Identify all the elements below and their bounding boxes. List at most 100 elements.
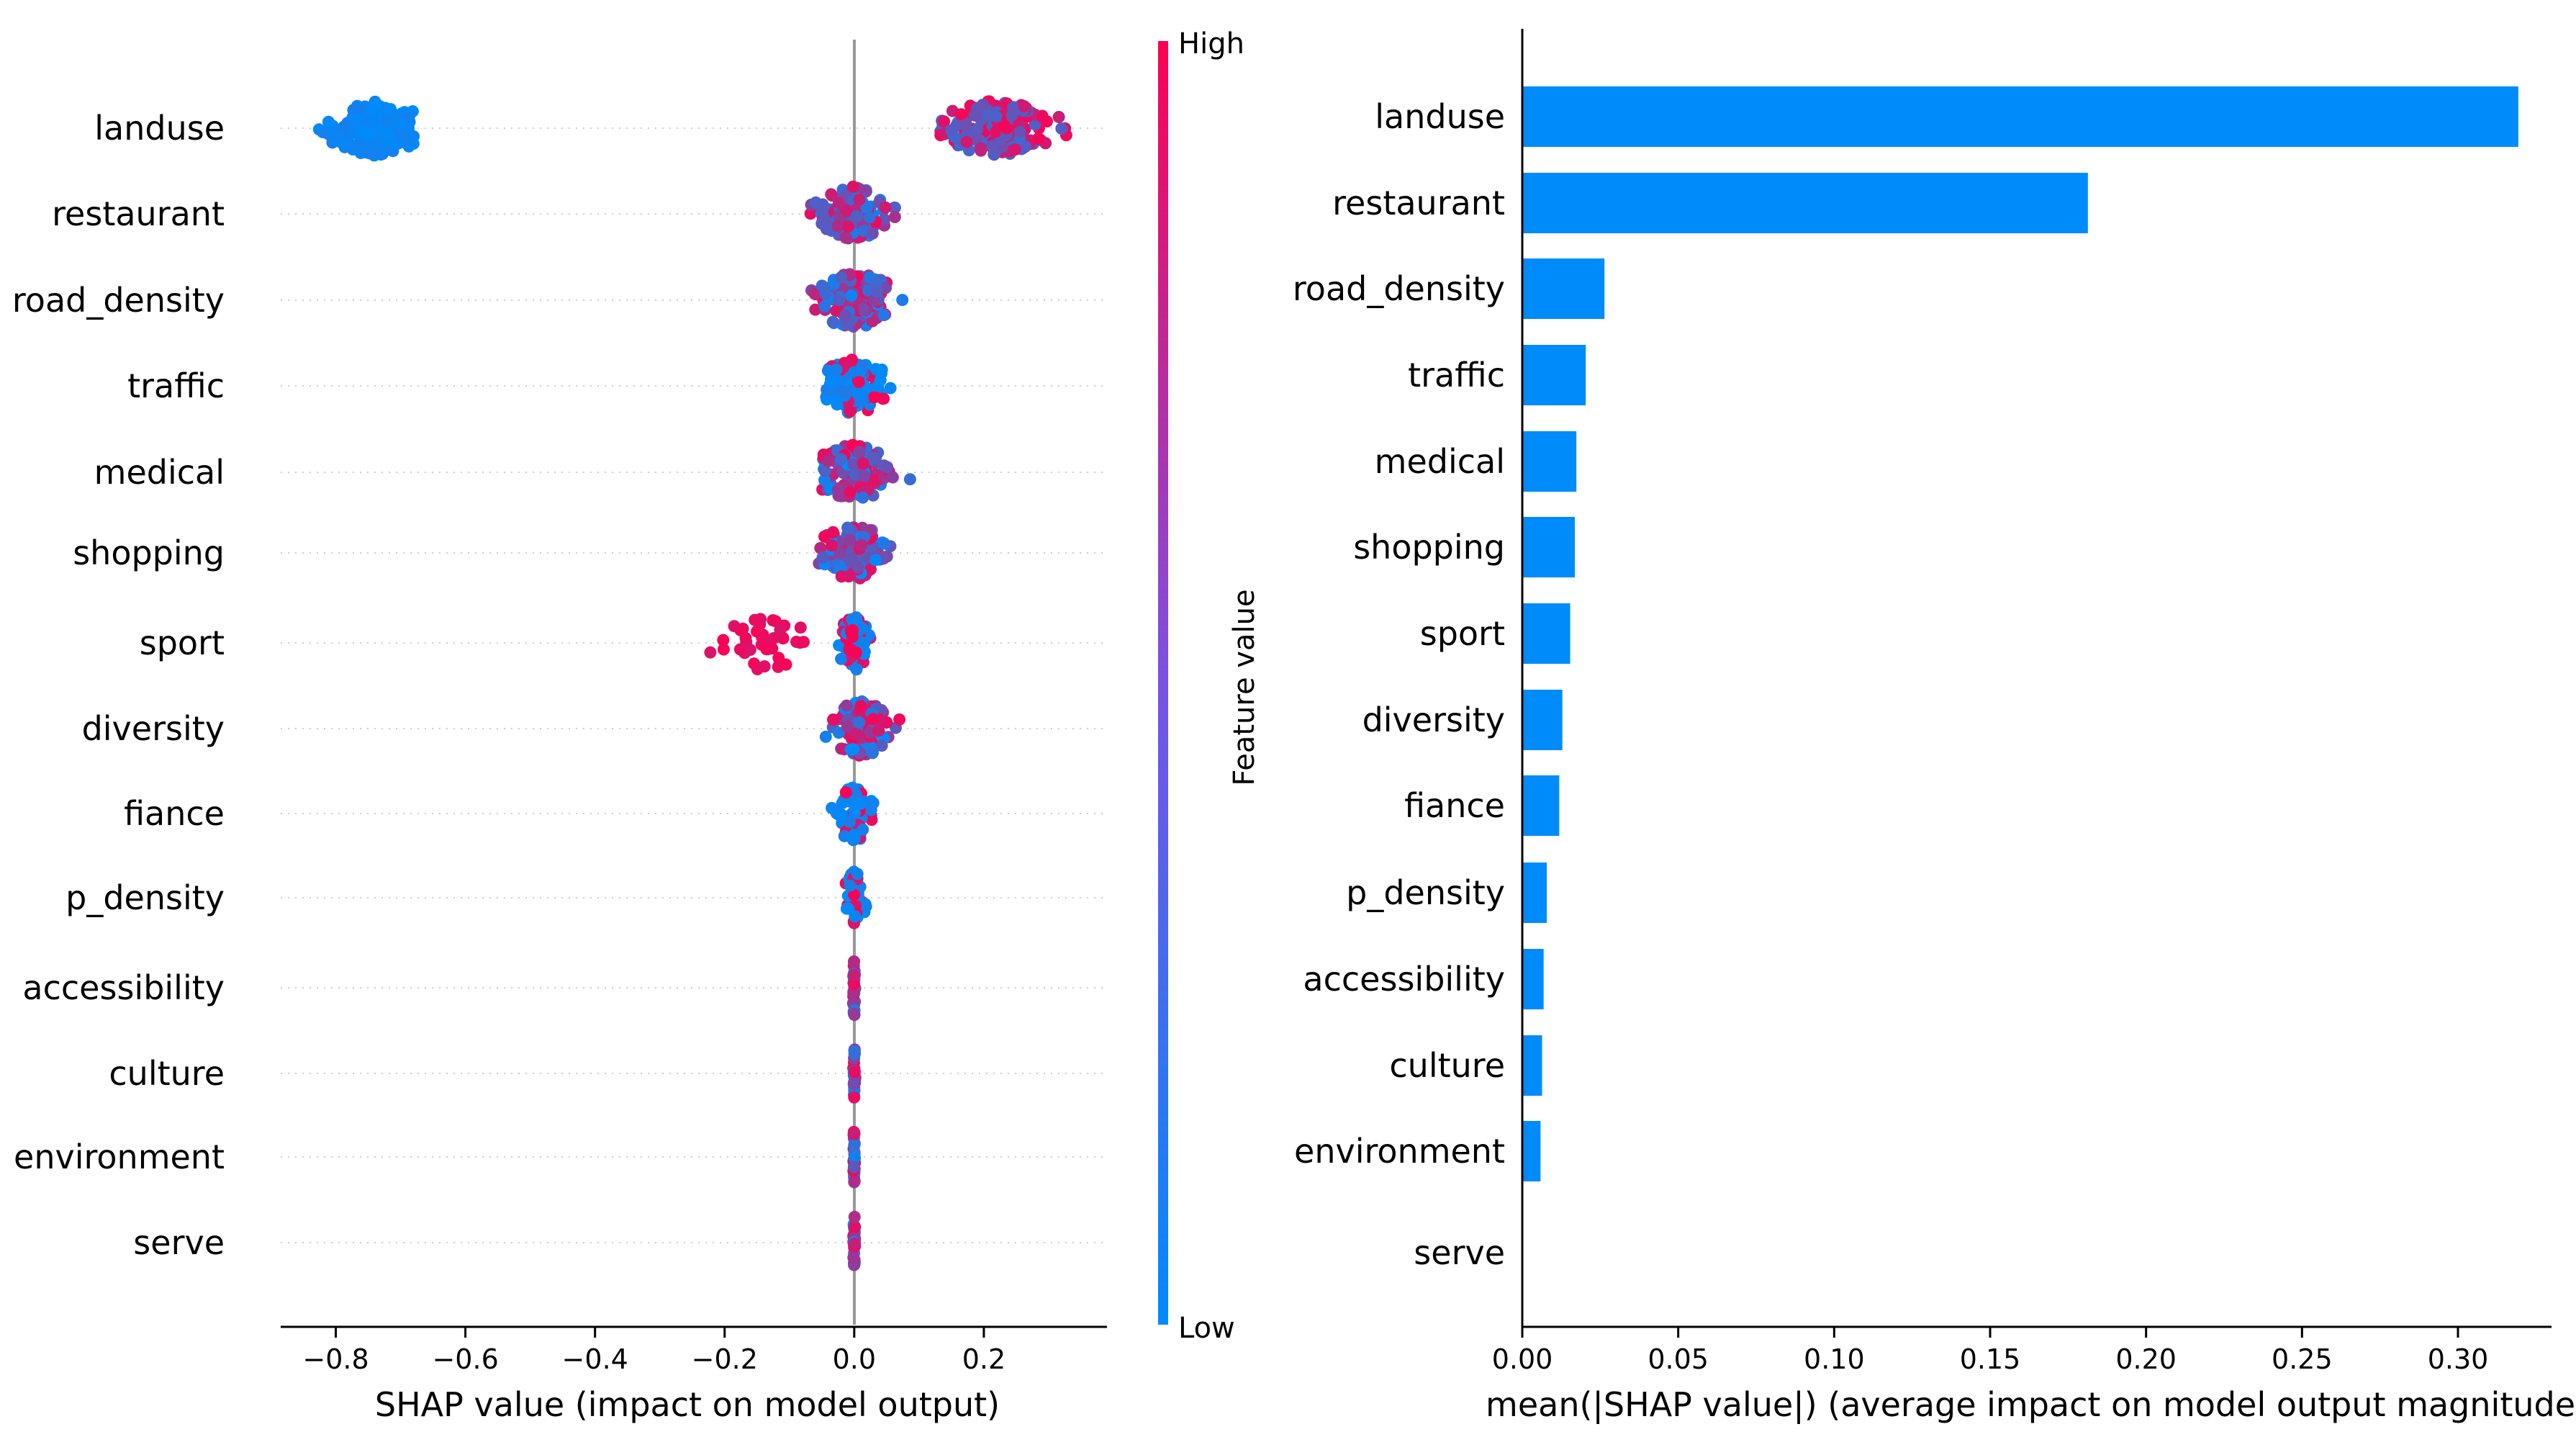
beeswarm-point: [835, 652, 848, 665]
beeswarm-point: [826, 374, 839, 387]
beeswarm-point: [1005, 109, 1018, 122]
beeswarm-feature-label: diversity: [82, 709, 225, 748]
beeswarm-point: [864, 563, 877, 576]
bar-category-label: restaurant: [1332, 184, 1505, 222]
beeswarm-x-axis-label: SHAP value (impact on model output): [375, 1385, 1000, 1424]
bar: [1523, 86, 2518, 147]
bar-x-tick-label: 0.15: [1960, 1343, 2021, 1375]
beeswarm-point: [846, 743, 859, 755]
beeswarm-point: [960, 118, 972, 131]
beeswarm-point: [819, 287, 832, 300]
beeswarm-row-guides: [281, 127, 1107, 1243]
bar: [1523, 431, 1577, 492]
beeswarm-point: [856, 622, 869, 635]
bar-category-label: traffic: [1408, 356, 1505, 395]
beeswarm-point: [874, 374, 887, 387]
beeswarm-point: [849, 647, 862, 659]
bar: [1523, 603, 1571, 664]
beeswarm-point: [838, 385, 851, 398]
beeswarm-point: [804, 207, 817, 220]
beeswarm-point: [831, 220, 844, 233]
bar-category-label: road_density: [1293, 269, 1505, 308]
beeswarm-point: [971, 102, 984, 114]
beeswarm-point: [847, 1007, 860, 1020]
beeswarm-feature-label: traffic: [127, 366, 225, 405]
beeswarm-point: [826, 539, 838, 552]
beeswarm-point: [366, 115, 379, 128]
beeswarm-point: [980, 108, 993, 121]
beeswarm-point: [766, 642, 779, 655]
beeswarm-point: [1000, 122, 1013, 135]
beeswarm-feature-label: p_density: [65, 878, 225, 917]
beeswarm-point: [1008, 143, 1021, 156]
beeswarm-point: [828, 384, 841, 397]
beeswarm-feature-label: road_density: [12, 281, 225, 320]
beeswarm-feature-label: medical: [94, 453, 225, 492]
beeswarm-point: [840, 902, 853, 915]
beeswarm-feature-label: sport: [140, 623, 225, 662]
beeswarm-point: [848, 978, 860, 991]
beeswarm-point: [833, 547, 846, 560]
beeswarm-feature-label: environment: [14, 1138, 225, 1176]
bar-category-label: landuse: [1375, 97, 1505, 136]
beeswarm-point: [839, 231, 852, 244]
beeswarm-point: [866, 315, 879, 328]
beeswarm-x-tick-label: −0.4: [562, 1343, 628, 1375]
beeswarm-point: [835, 271, 848, 284]
beeswarm-point: [854, 700, 867, 713]
beeswarm-point: [756, 631, 769, 644]
beeswarm-x-tick-label: −0.8: [302, 1343, 369, 1375]
bar-category-label: culture: [1389, 1046, 1505, 1085]
beeswarm-point: [848, 955, 861, 968]
beeswarm-point: [1013, 125, 1026, 138]
beeswarm-point: [975, 142, 988, 155]
beeswarm-point: [352, 102, 365, 115]
beeswarm-point: [872, 364, 885, 377]
bar-x-tick-label: 0.30: [2428, 1343, 2489, 1375]
bar-x-ticks: 0.00 0.05 0.10 0.15 0.20 0.25 0.30: [1492, 1327, 2489, 1375]
bar: [1523, 690, 1563, 750]
bar: [1523, 517, 1575, 577]
beeswarm-point: [815, 217, 828, 230]
beeswarm-point: [877, 392, 890, 405]
bar: [1523, 345, 1586, 405]
beeswarm-x-tick-label: 0.0: [833, 1343, 876, 1375]
beeswarm-point: [794, 621, 807, 634]
beeswarm-point: [844, 533, 857, 546]
beeswarm-feature-label: accessibility: [22, 968, 225, 1007]
beeswarm-point: [860, 202, 873, 215]
beeswarm-point: [855, 539, 868, 551]
beeswarm-point: [749, 613, 761, 626]
beeswarm-point: [971, 122, 984, 135]
beeswarm-point: [864, 803, 877, 816]
beeswarm-point: [990, 110, 1003, 123]
beeswarm-point: [825, 188, 838, 201]
beeswarm-point: [884, 382, 897, 395]
bar-category-label: shopping: [1353, 528, 1505, 567]
beeswarm-feature-label: culture: [109, 1054, 225, 1093]
beeswarm-point: [853, 716, 866, 729]
beeswarm-point: [816, 205, 829, 218]
beeswarm-point: [865, 814, 878, 826]
beeswarm-point: [854, 797, 867, 810]
beeswarm-point: [831, 398, 844, 411]
beeswarm-point: [848, 1127, 861, 1140]
bar-panel: 0.00 0.05 0.10 0.15 0.20 0.25 0.30 landuse rest…: [1293, 29, 2576, 1425]
beeswarm-point: [858, 469, 871, 482]
beeswarm-point: [818, 299, 831, 312]
beeswarm-point: [774, 623, 787, 636]
beeswarm-point: [827, 713, 839, 726]
beeswarm-point: [809, 303, 822, 316]
bar-x-tick-label: 0.25: [2272, 1343, 2333, 1375]
beeswarm-point: [818, 464, 831, 477]
beeswarm-point: [751, 663, 764, 675]
beeswarm-point: [849, 1151, 862, 1164]
bar: [1523, 173, 2088, 233]
beeswarm-points: [312, 95, 1072, 1271]
bar: [1523, 775, 1560, 836]
beeswarm-point: [848, 1091, 861, 1104]
bar-category-label: environment: [1294, 1132, 1505, 1171]
beeswarm-point: [822, 455, 835, 468]
beeswarm-point: [346, 143, 359, 156]
